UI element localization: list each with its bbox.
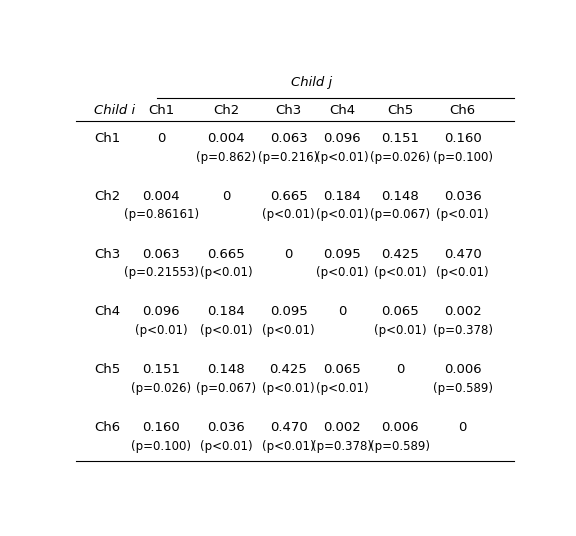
- Text: Ch6: Ch6: [94, 421, 120, 434]
- Text: 0: 0: [338, 306, 346, 318]
- Text: 0.096: 0.096: [323, 132, 361, 145]
- Text: (p=0.21553): (p=0.21553): [124, 266, 199, 279]
- Text: (p<0.01): (p<0.01): [436, 209, 489, 221]
- Text: 0.665: 0.665: [207, 248, 245, 260]
- Text: 0.036: 0.036: [444, 190, 482, 203]
- Text: (p<0.01): (p<0.01): [374, 266, 426, 279]
- Text: 0.160: 0.160: [142, 421, 180, 434]
- Text: Ch5: Ch5: [387, 104, 413, 117]
- Text: (p=0.86161): (p=0.86161): [124, 209, 199, 221]
- Text: (p=0.378): (p=0.378): [312, 440, 372, 452]
- Text: Ch5: Ch5: [94, 363, 120, 376]
- Text: 0.036: 0.036: [207, 421, 245, 434]
- Text: (p<0.01): (p<0.01): [316, 209, 369, 221]
- Text: Ch3: Ch3: [94, 248, 120, 260]
- Text: Ch2: Ch2: [213, 104, 239, 117]
- Text: (p<0.01): (p<0.01): [200, 324, 252, 337]
- Text: 0.002: 0.002: [323, 421, 361, 434]
- Text: (p<0.01): (p<0.01): [200, 266, 252, 279]
- Text: Ch1: Ch1: [148, 104, 175, 117]
- Text: (p=0.862): (p=0.862): [196, 151, 256, 163]
- Text: 0.063: 0.063: [270, 132, 308, 145]
- Text: 0.425: 0.425: [270, 363, 308, 376]
- Text: (p<0.01): (p<0.01): [135, 324, 188, 337]
- Text: (p<0.01): (p<0.01): [316, 151, 369, 163]
- Text: 0.148: 0.148: [381, 190, 419, 203]
- Text: (p<0.01): (p<0.01): [316, 382, 369, 395]
- Text: Ch3: Ch3: [275, 104, 302, 117]
- Text: (p=0.100): (p=0.100): [131, 440, 191, 452]
- Text: 0: 0: [157, 132, 165, 145]
- Text: 0.006: 0.006: [444, 363, 482, 376]
- Text: (p<0.01): (p<0.01): [262, 324, 315, 337]
- Text: Ch2: Ch2: [94, 190, 120, 203]
- Text: 0.665: 0.665: [270, 190, 308, 203]
- Text: (p<0.01): (p<0.01): [316, 266, 369, 279]
- Text: (p=0.026): (p=0.026): [370, 151, 430, 163]
- Text: (p=0.100): (p=0.100): [433, 151, 492, 163]
- Text: Child j: Child j: [291, 77, 332, 90]
- Text: 0.065: 0.065: [323, 363, 361, 376]
- Text: 0: 0: [458, 421, 467, 434]
- Text: 0.151: 0.151: [381, 132, 419, 145]
- Text: Ch1: Ch1: [94, 132, 120, 145]
- Text: (p<0.01): (p<0.01): [436, 266, 489, 279]
- Text: (p=0.067): (p=0.067): [370, 209, 430, 221]
- Text: 0.470: 0.470: [270, 421, 308, 434]
- Text: 0.184: 0.184: [207, 306, 245, 318]
- Text: 0.148: 0.148: [207, 363, 245, 376]
- Text: Ch4: Ch4: [329, 104, 355, 117]
- Text: Ch4: Ch4: [94, 306, 120, 318]
- Text: (p=0.026): (p=0.026): [131, 382, 191, 395]
- Text: 0: 0: [396, 363, 404, 376]
- Text: (p=0.589): (p=0.589): [433, 382, 492, 395]
- Text: (p=0.589): (p=0.589): [370, 440, 430, 452]
- Text: 0.095: 0.095: [270, 306, 308, 318]
- Text: (p<0.01): (p<0.01): [262, 440, 315, 452]
- Text: (p<0.01): (p<0.01): [262, 382, 315, 395]
- Text: 0.425: 0.425: [381, 248, 419, 260]
- Text: (p=0.067): (p=0.067): [196, 382, 256, 395]
- Text: 0: 0: [285, 248, 293, 260]
- Text: 0.065: 0.065: [381, 306, 419, 318]
- Text: (p=0.378): (p=0.378): [433, 324, 492, 337]
- Text: 0.002: 0.002: [444, 306, 482, 318]
- Text: Child i: Child i: [94, 104, 135, 117]
- Text: Ch6: Ch6: [449, 104, 476, 117]
- Text: 0.063: 0.063: [142, 248, 180, 260]
- Text: 0: 0: [222, 190, 230, 203]
- Text: (p<0.01): (p<0.01): [262, 209, 315, 221]
- Text: 0.184: 0.184: [323, 190, 361, 203]
- Text: (p<0.01): (p<0.01): [200, 440, 252, 452]
- Text: 0.095: 0.095: [323, 248, 361, 260]
- Text: 0.160: 0.160: [444, 132, 482, 145]
- Text: 0.470: 0.470: [444, 248, 482, 260]
- Text: 0.096: 0.096: [142, 306, 180, 318]
- Text: (p=0.216): (p=0.216): [259, 151, 319, 163]
- Text: 0.151: 0.151: [142, 363, 180, 376]
- Text: 0.004: 0.004: [142, 190, 180, 203]
- Text: 0.006: 0.006: [381, 421, 419, 434]
- Text: 0.004: 0.004: [207, 132, 245, 145]
- Text: (p<0.01): (p<0.01): [374, 324, 426, 337]
